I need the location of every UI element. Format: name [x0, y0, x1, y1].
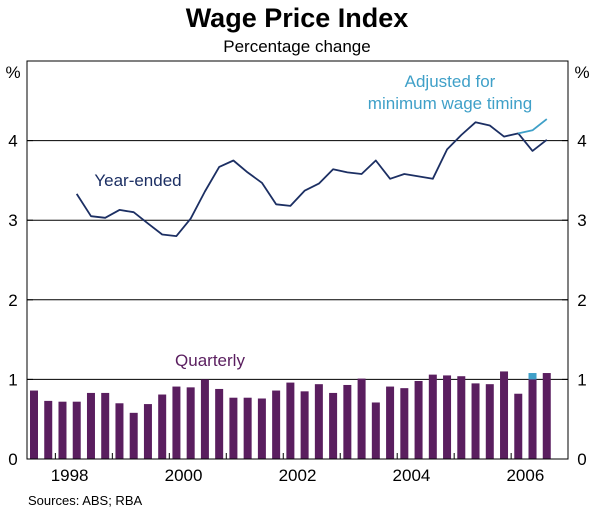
chart-subtitle: Percentage change [223, 37, 370, 56]
quarterly-bar [414, 380, 423, 459]
quarterly-bar [443, 375, 452, 459]
y-tick-label-right: 0 [577, 450, 586, 469]
quarterly-bar [72, 401, 81, 459]
quarterly-bar-overlay [528, 379, 537, 459]
quarterly-bar [200, 379, 209, 459]
quarterly-bar [58, 401, 67, 459]
quarterly-bar [400, 388, 409, 459]
quarterly-bar [300, 391, 309, 459]
chart-title: Wage Price Index [186, 3, 409, 33]
bar-series [30, 371, 551, 459]
quarterly-bar [257, 398, 266, 459]
adjusted-line [518, 118, 548, 135]
gridlines [27, 140, 568, 380]
quarterly-bar [357, 378, 366, 459]
quarterly-bar [44, 400, 53, 459]
quarterly-bar [371, 402, 380, 459]
y-tick-label-right: 2 [577, 291, 586, 310]
quarterly-bar [457, 376, 466, 459]
quarterly-bar [30, 390, 38, 459]
quarterly-bar [86, 392, 95, 459]
quarterly-bar [101, 392, 110, 459]
year-ended-label: Year-ended [94, 171, 181, 190]
adjusted-label-line-1: Adjusted for [405, 72, 496, 91]
y-tick-label-left: 4 [8, 132, 17, 151]
x-tick-label: 2000 [165, 466, 203, 485]
y-tick-label-left: 1 [8, 370, 17, 389]
y-tick-label-left: 3 [8, 211, 17, 230]
quarterly-bar [158, 394, 167, 459]
plot-frame [26, 60, 569, 460]
quarterly-bar [314, 384, 323, 459]
line-series [75, 118, 548, 238]
y-tick-label-right: 4 [577, 132, 586, 151]
quarterly-bar [386, 386, 395, 459]
x-tick-label: 1998 [51, 466, 89, 485]
quarterly-bar [514, 393, 523, 459]
x-tick-label: 2006 [506, 466, 544, 485]
quarterly-bar [485, 384, 494, 459]
quarterly-bar [542, 373, 551, 459]
adjusted-label-line-2: minimum wage timing [368, 94, 532, 113]
quarterly-bar [172, 386, 181, 459]
y-tick-label-right: 1 [577, 370, 586, 389]
x-tick-label: 2002 [279, 466, 317, 485]
quarterly-bar [286, 382, 295, 459]
quarterly-bar [428, 374, 437, 459]
y-tick-label-left: 2 [8, 291, 17, 310]
quarterly-bar [500, 371, 509, 459]
quarterly-bar [243, 397, 252, 459]
quarterly-bar [129, 412, 138, 459]
quarterly-label: Quarterly [175, 351, 245, 370]
source-note: Sources: ABS; RBA [28, 493, 142, 508]
y-tick-label-right: 3 [577, 211, 586, 230]
quarterly-bar [143, 404, 152, 459]
quarterly-bar [471, 383, 480, 459]
quarterly-bar [186, 387, 195, 459]
year-ended-line [75, 121, 548, 238]
quarterly-bar [329, 392, 338, 459]
y-tick-label-left: 0 [8, 450, 17, 469]
quarterly-bar [272, 390, 281, 459]
x-tick-label: 2004 [393, 466, 431, 485]
quarterly-bar [115, 403, 124, 459]
quarterly-bar [343, 384, 352, 459]
y-unit-right: % [574, 63, 589, 82]
y-unit-left: % [5, 63, 20, 82]
quarterly-bar [215, 388, 224, 459]
axis-ticks: 0 0 1 1 2 2 3 3 4 4 1998 2000 2002 2004 2006 [8, 132, 586, 485]
quarterly-bar [229, 397, 238, 459]
